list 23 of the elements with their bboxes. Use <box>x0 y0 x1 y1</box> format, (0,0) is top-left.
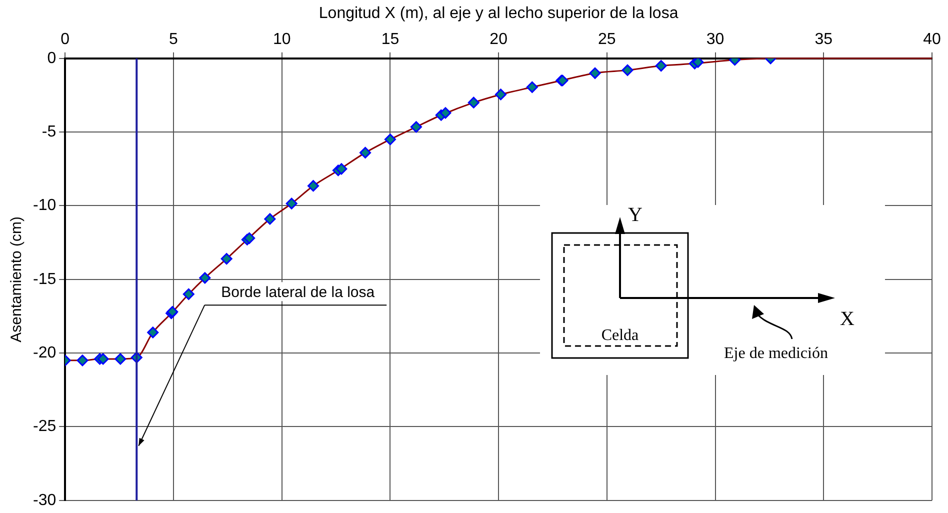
x-tick-label: 10 <box>272 31 291 48</box>
x-tick-label: 40 <box>923 31 941 48</box>
y-tick-label: -25 <box>33 418 56 436</box>
annotation: Y <box>628 204 642 226</box>
x-tick-label: 15 <box>381 31 400 48</box>
annotation: Celda <box>601 327 639 344</box>
x-tick-label: 35 <box>814 31 833 48</box>
x-tick-label: 30 <box>706 31 724 48</box>
y-axis-title: Asentamiento (cm) <box>8 216 26 342</box>
x-tick-label: 5 <box>169 31 178 48</box>
y-tick-label: -5 <box>42 123 56 140</box>
x-axis-title: Longitud X (m), al eje y al lecho superior de la losa <box>318 5 678 22</box>
x-tick-label: 25 <box>598 31 616 48</box>
y-tick-label: -15 <box>33 270 56 288</box>
x-tick-label: 0 <box>60 31 70 48</box>
x-tick-label: 20 <box>490 31 508 48</box>
y-tick-label: -10 <box>33 197 56 214</box>
ref-line-label: Borde lateral de la losa <box>221 284 376 302</box>
y-tick-label: -20 <box>33 344 56 362</box>
y-tick-label: -30 <box>33 492 56 509</box>
y-tick-label: 0 <box>47 50 56 67</box>
annotation: X <box>840 308 855 330</box>
annotation: Eje de medición <box>724 345 828 362</box>
